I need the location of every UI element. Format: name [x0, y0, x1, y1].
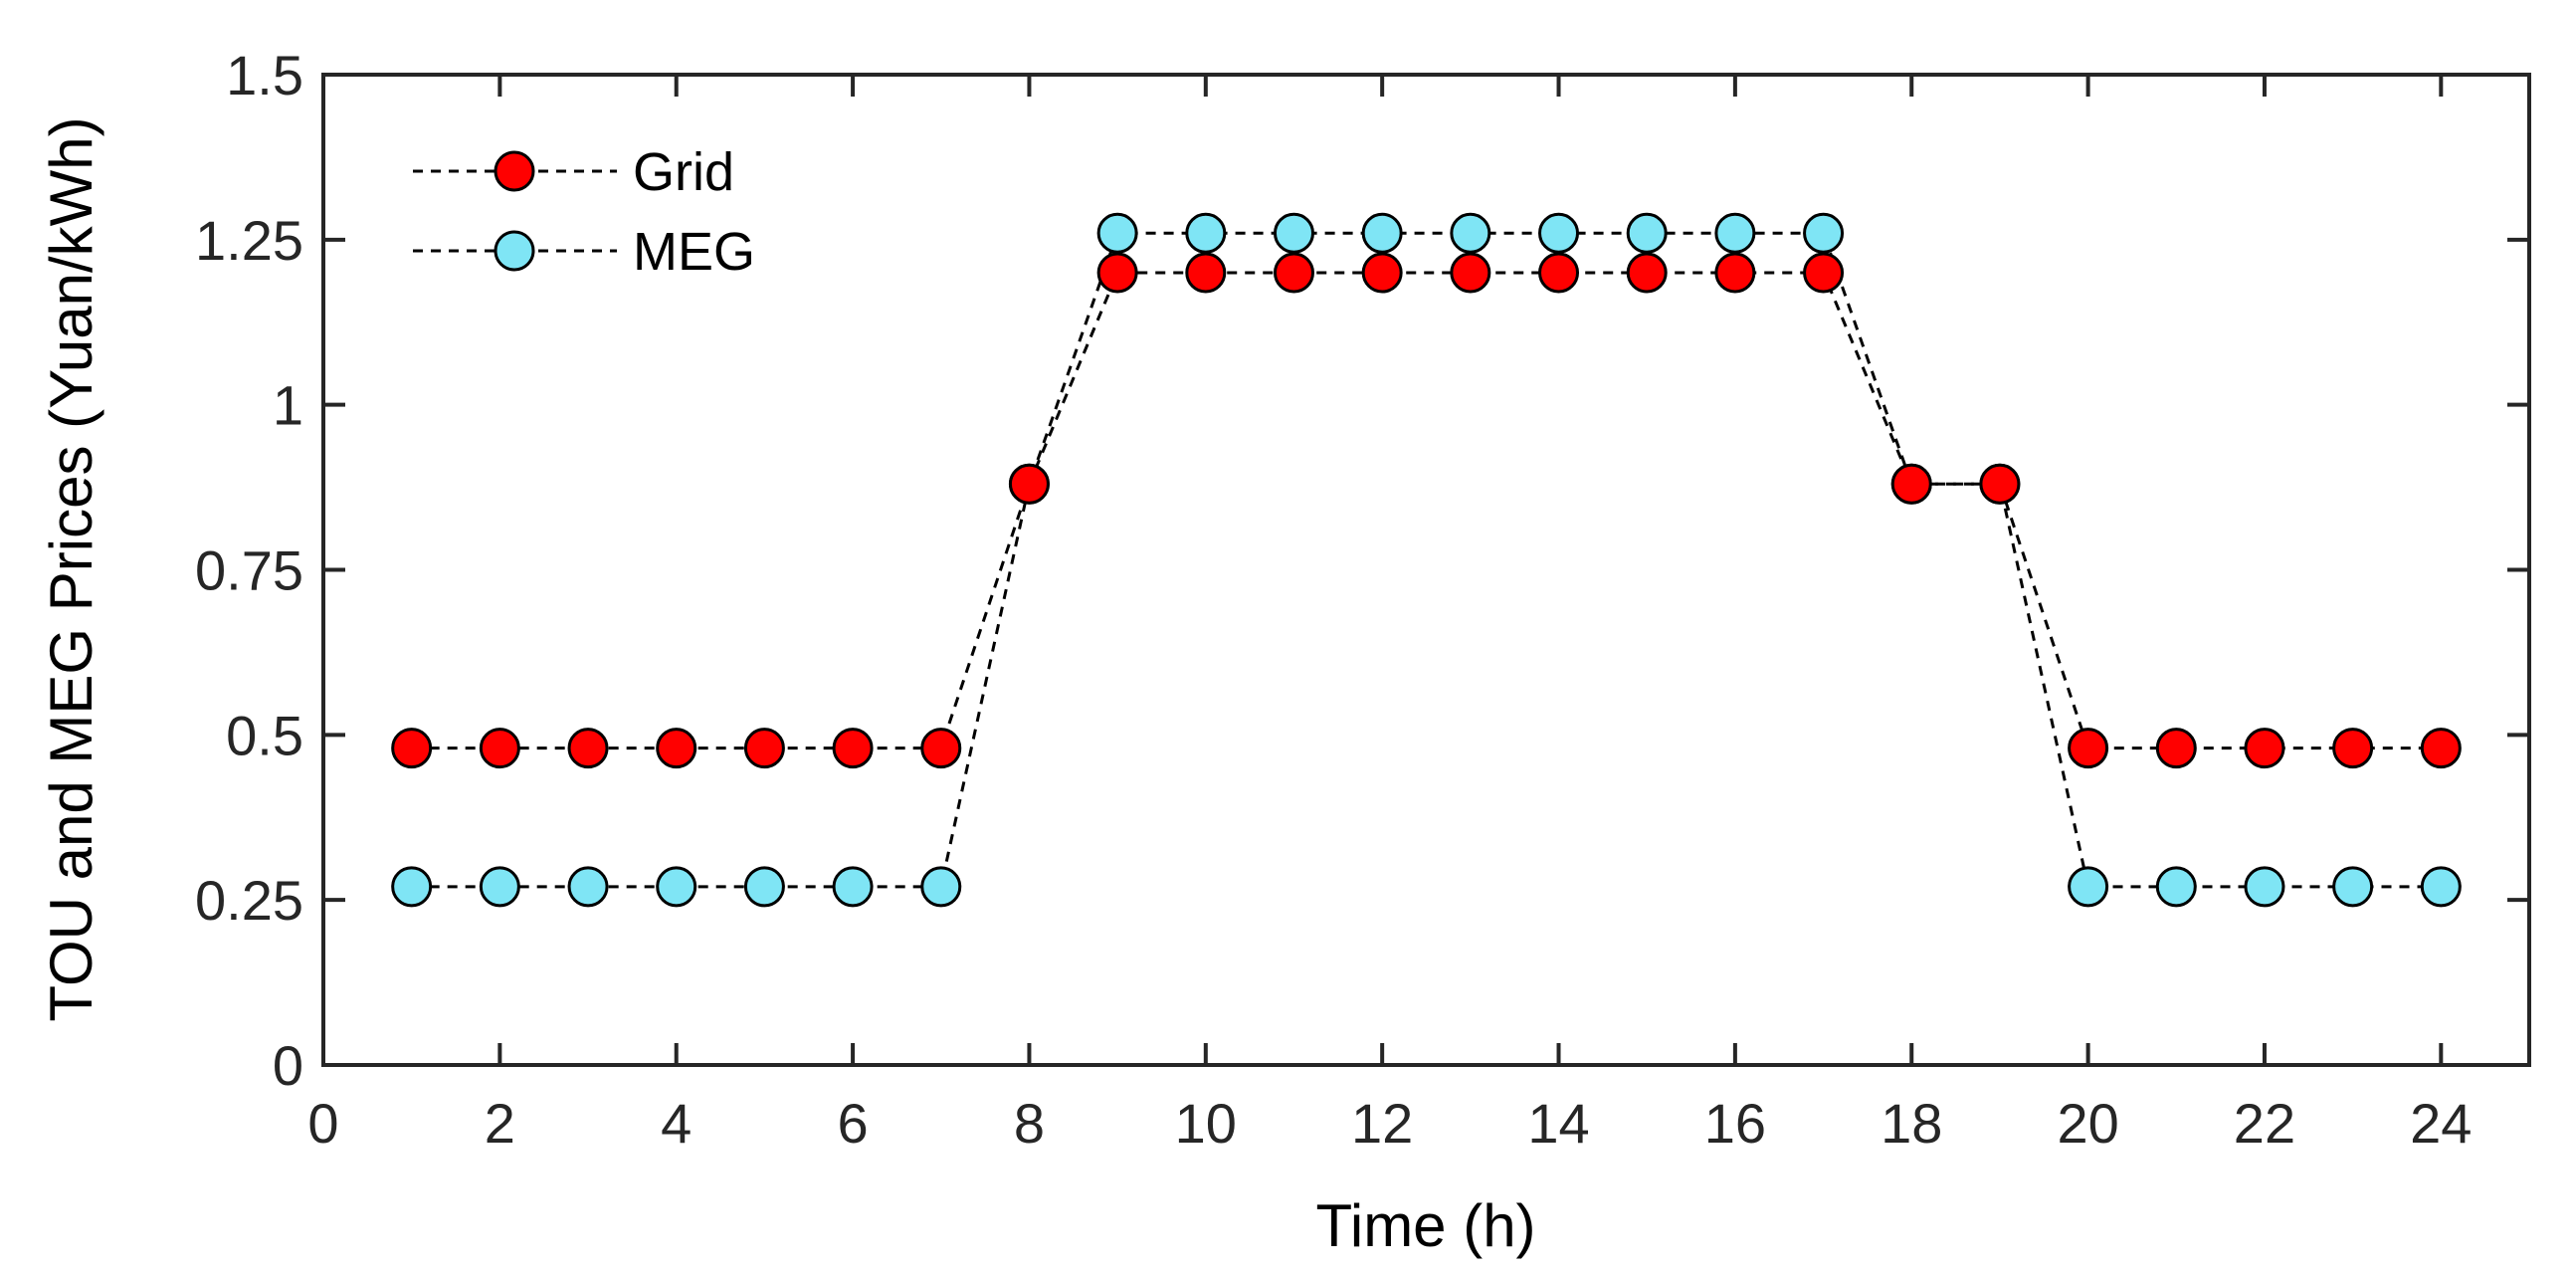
data-point-grid	[2068, 728, 2109, 769]
legend: Grid MEG	[413, 142, 755, 282]
data-point-grid	[2244, 728, 2285, 769]
x-tick-label: 18	[1881, 1092, 1942, 1155]
x-tick-label: 6	[838, 1092, 869, 1155]
x-tick-label: 14	[1527, 1092, 1589, 1155]
data-point-grid	[1096, 252, 1138, 294]
data-point-grid	[2332, 728, 2374, 769]
data-point-meg	[1096, 212, 1138, 254]
data-point-meg	[1538, 212, 1580, 254]
data-point-grid	[1450, 252, 1491, 294]
data-point-grid	[743, 728, 785, 769]
data-point-meg	[1626, 212, 1668, 254]
data-point-meg	[1450, 212, 1491, 254]
data-point-meg	[2420, 866, 2462, 908]
data-point-grid	[1626, 252, 1668, 294]
y-tick-label: 0.75	[195, 539, 303, 602]
data-point-grid	[1803, 252, 1845, 294]
y-tick-label: 1	[273, 374, 303, 437]
y-axis-ticks: 0 0.25 0.5 0.75 1 1.25 1.5	[195, 44, 2529, 1097]
series-line-grid	[411, 271, 2442, 750]
y-tick-label: 0.5	[226, 704, 303, 766]
data-point-grid	[656, 728, 697, 769]
data-point-grid	[2420, 728, 2462, 769]
data-point-meg	[479, 866, 520, 908]
data-point-meg	[2155, 866, 2197, 908]
x-axis-label: Time (h)	[1315, 1192, 1535, 1259]
legend-label-meg: MEG	[633, 222, 755, 282]
y-tick-label: 0	[273, 1034, 303, 1097]
x-tick-label: 24	[2410, 1092, 2472, 1155]
series-layer	[391, 212, 2462, 908]
x-tick-label: 20	[2057, 1092, 2118, 1155]
y-axis-label: TOU and MEG Prices (Yuan/kWh)	[38, 116, 104, 1021]
data-point-grid	[391, 728, 433, 769]
data-point-meg	[391, 866, 433, 908]
x-tick-label: 16	[1704, 1092, 1766, 1155]
data-point-meg	[1185, 212, 1227, 254]
data-point-grid	[1714, 252, 1756, 294]
data-point-meg	[2332, 866, 2374, 908]
data-point-grid	[2155, 728, 2197, 769]
data-point-meg	[567, 866, 609, 908]
data-point-grid	[1979, 463, 2021, 505]
data-point-meg	[1803, 212, 1845, 254]
legend-label-grid: Grid	[633, 142, 734, 202]
legend-marker-meg	[494, 230, 535, 272]
data-point-meg	[832, 866, 874, 908]
data-point-meg	[743, 866, 785, 908]
data-point-grid	[1361, 252, 1403, 294]
data-point-grid	[1538, 252, 1580, 294]
x-tick-label: 2	[485, 1092, 515, 1155]
legend-marker-grid	[494, 150, 535, 192]
x-tick-label: 4	[661, 1092, 692, 1155]
data-point-meg	[1273, 212, 1314, 254]
y-tick-label: 1.25	[195, 209, 303, 272]
data-point-meg	[656, 866, 697, 908]
x-tick-label: 12	[1351, 1092, 1413, 1155]
data-point-grid	[479, 728, 520, 769]
y-tick-label: 0.25	[195, 869, 303, 932]
data-point-meg	[2068, 866, 2109, 908]
x-tick-label: 0	[307, 1092, 338, 1155]
data-point-meg	[1361, 212, 1403, 254]
data-point-grid	[567, 728, 609, 769]
data-point-grid	[1273, 252, 1314, 294]
x-axis-ticks: 0 2 4 6 8 10 12 14 16 18 20 22 24	[307, 75, 2472, 1155]
data-point-meg	[920, 866, 962, 908]
data-point-grid	[1008, 463, 1050, 505]
data-point-grid	[832, 728, 874, 769]
data-point-meg	[2244, 866, 2285, 908]
data-point-grid	[920, 728, 962, 769]
data-point-meg	[1714, 212, 1756, 254]
y-tick-label: 1.5	[226, 44, 303, 106]
data-point-grid	[1890, 463, 1932, 505]
x-tick-label: 10	[1175, 1092, 1237, 1155]
x-tick-label: 8	[1014, 1092, 1045, 1155]
data-point-grid	[1185, 252, 1227, 294]
x-tick-label: 22	[2234, 1092, 2295, 1155]
series-line-meg	[411, 231, 2442, 889]
